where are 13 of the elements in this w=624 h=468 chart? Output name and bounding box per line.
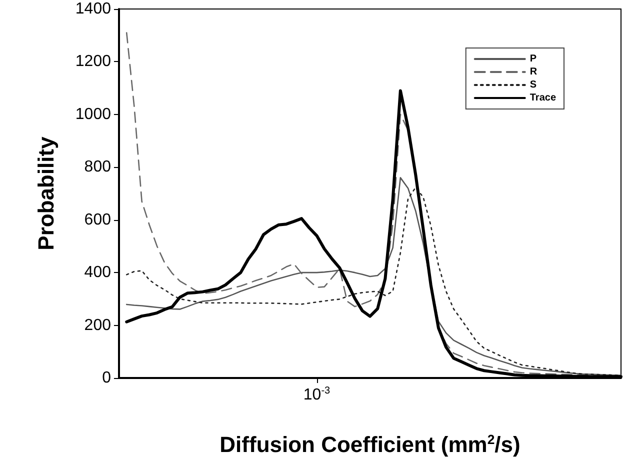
y-tick-label: 800 <box>84 158 112 176</box>
legend-label: S <box>530 80 537 90</box>
y-tick-label: 1400 <box>75 0 112 18</box>
y-tick-label: 200 <box>84 316 112 334</box>
y-tick-label: 600 <box>84 211 112 228</box>
y-tick-label: 0 <box>102 370 112 386</box>
y-axis-title: Probability <box>34 136 58 250</box>
y-tick-label: 1200 <box>75 53 112 70</box>
y-tick-label: 1000 <box>75 106 112 123</box>
legend-label: Trace <box>530 92 556 104</box>
legend-label: R <box>530 66 538 78</box>
y-tick-label: 400 <box>84 264 112 282</box>
legend-label: P <box>530 54 537 64</box>
